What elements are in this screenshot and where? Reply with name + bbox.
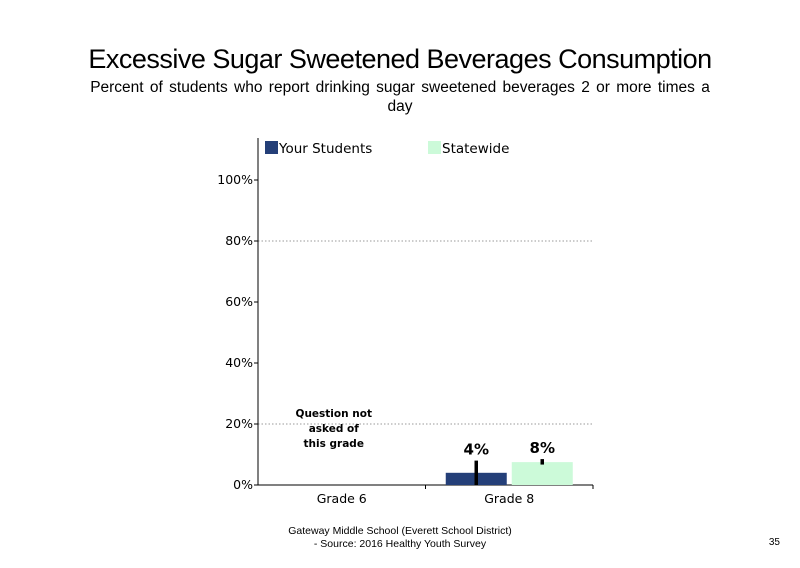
- bar: [511, 462, 573, 485]
- y-tick-label: 100%: [217, 172, 253, 187]
- legend-swatch: [428, 141, 441, 154]
- y-tick-label: 20%: [225, 416, 253, 431]
- x-tick-label: Grade 8: [484, 491, 534, 506]
- chart-title: Excessive Sugar Sweetened Beverages Cons…: [88, 44, 712, 74]
- legend-label: Your Students: [278, 141, 372, 157]
- y-tick-label: 60%: [225, 294, 253, 309]
- legend: Your Students Statewide: [265, 141, 509, 157]
- annotation-line: Question not: [296, 408, 372, 420]
- error-bars: [474, 459, 544, 485]
- y-tick-label: 40%: [225, 355, 253, 370]
- legend-label: Statewide: [442, 141, 509, 157]
- data-label: 8%: [530, 439, 555, 457]
- legend-swatch: [265, 141, 278, 154]
- y-axis-ticks: 0% 20% 40% 60% 80% 100%: [217, 172, 258, 492]
- footer-school: Gateway Middle School (Everett School Di…: [288, 525, 512, 537]
- x-axis-ticks: Grade 6 Grade 8: [317, 485, 594, 506]
- data-labels: 4% 8%: [464, 439, 555, 459]
- page-number: 35: [768, 537, 780, 548]
- gridlines: [258, 240, 593, 425]
- source-footer: Gateway Middle School (Everett School Di…: [250, 525, 550, 551]
- bars: [445, 462, 573, 485]
- y-tick-label: 80%: [225, 233, 253, 248]
- x-tick-label: Grade 6: [317, 491, 367, 506]
- annotation-line: this grade: [304, 438, 364, 450]
- data-label: 4%: [464, 441, 489, 459]
- annotation-line: asked of: [309, 423, 360, 435]
- y-tick-label: 0%: [233, 477, 253, 492]
- annotations: Question not asked of this grade: [296, 408, 372, 450]
- footer-source: - Source: 2016 Healthy Youth Survey: [313, 538, 487, 550]
- chart-subtitle: Percent of students who report drinking …: [90, 79, 710, 115]
